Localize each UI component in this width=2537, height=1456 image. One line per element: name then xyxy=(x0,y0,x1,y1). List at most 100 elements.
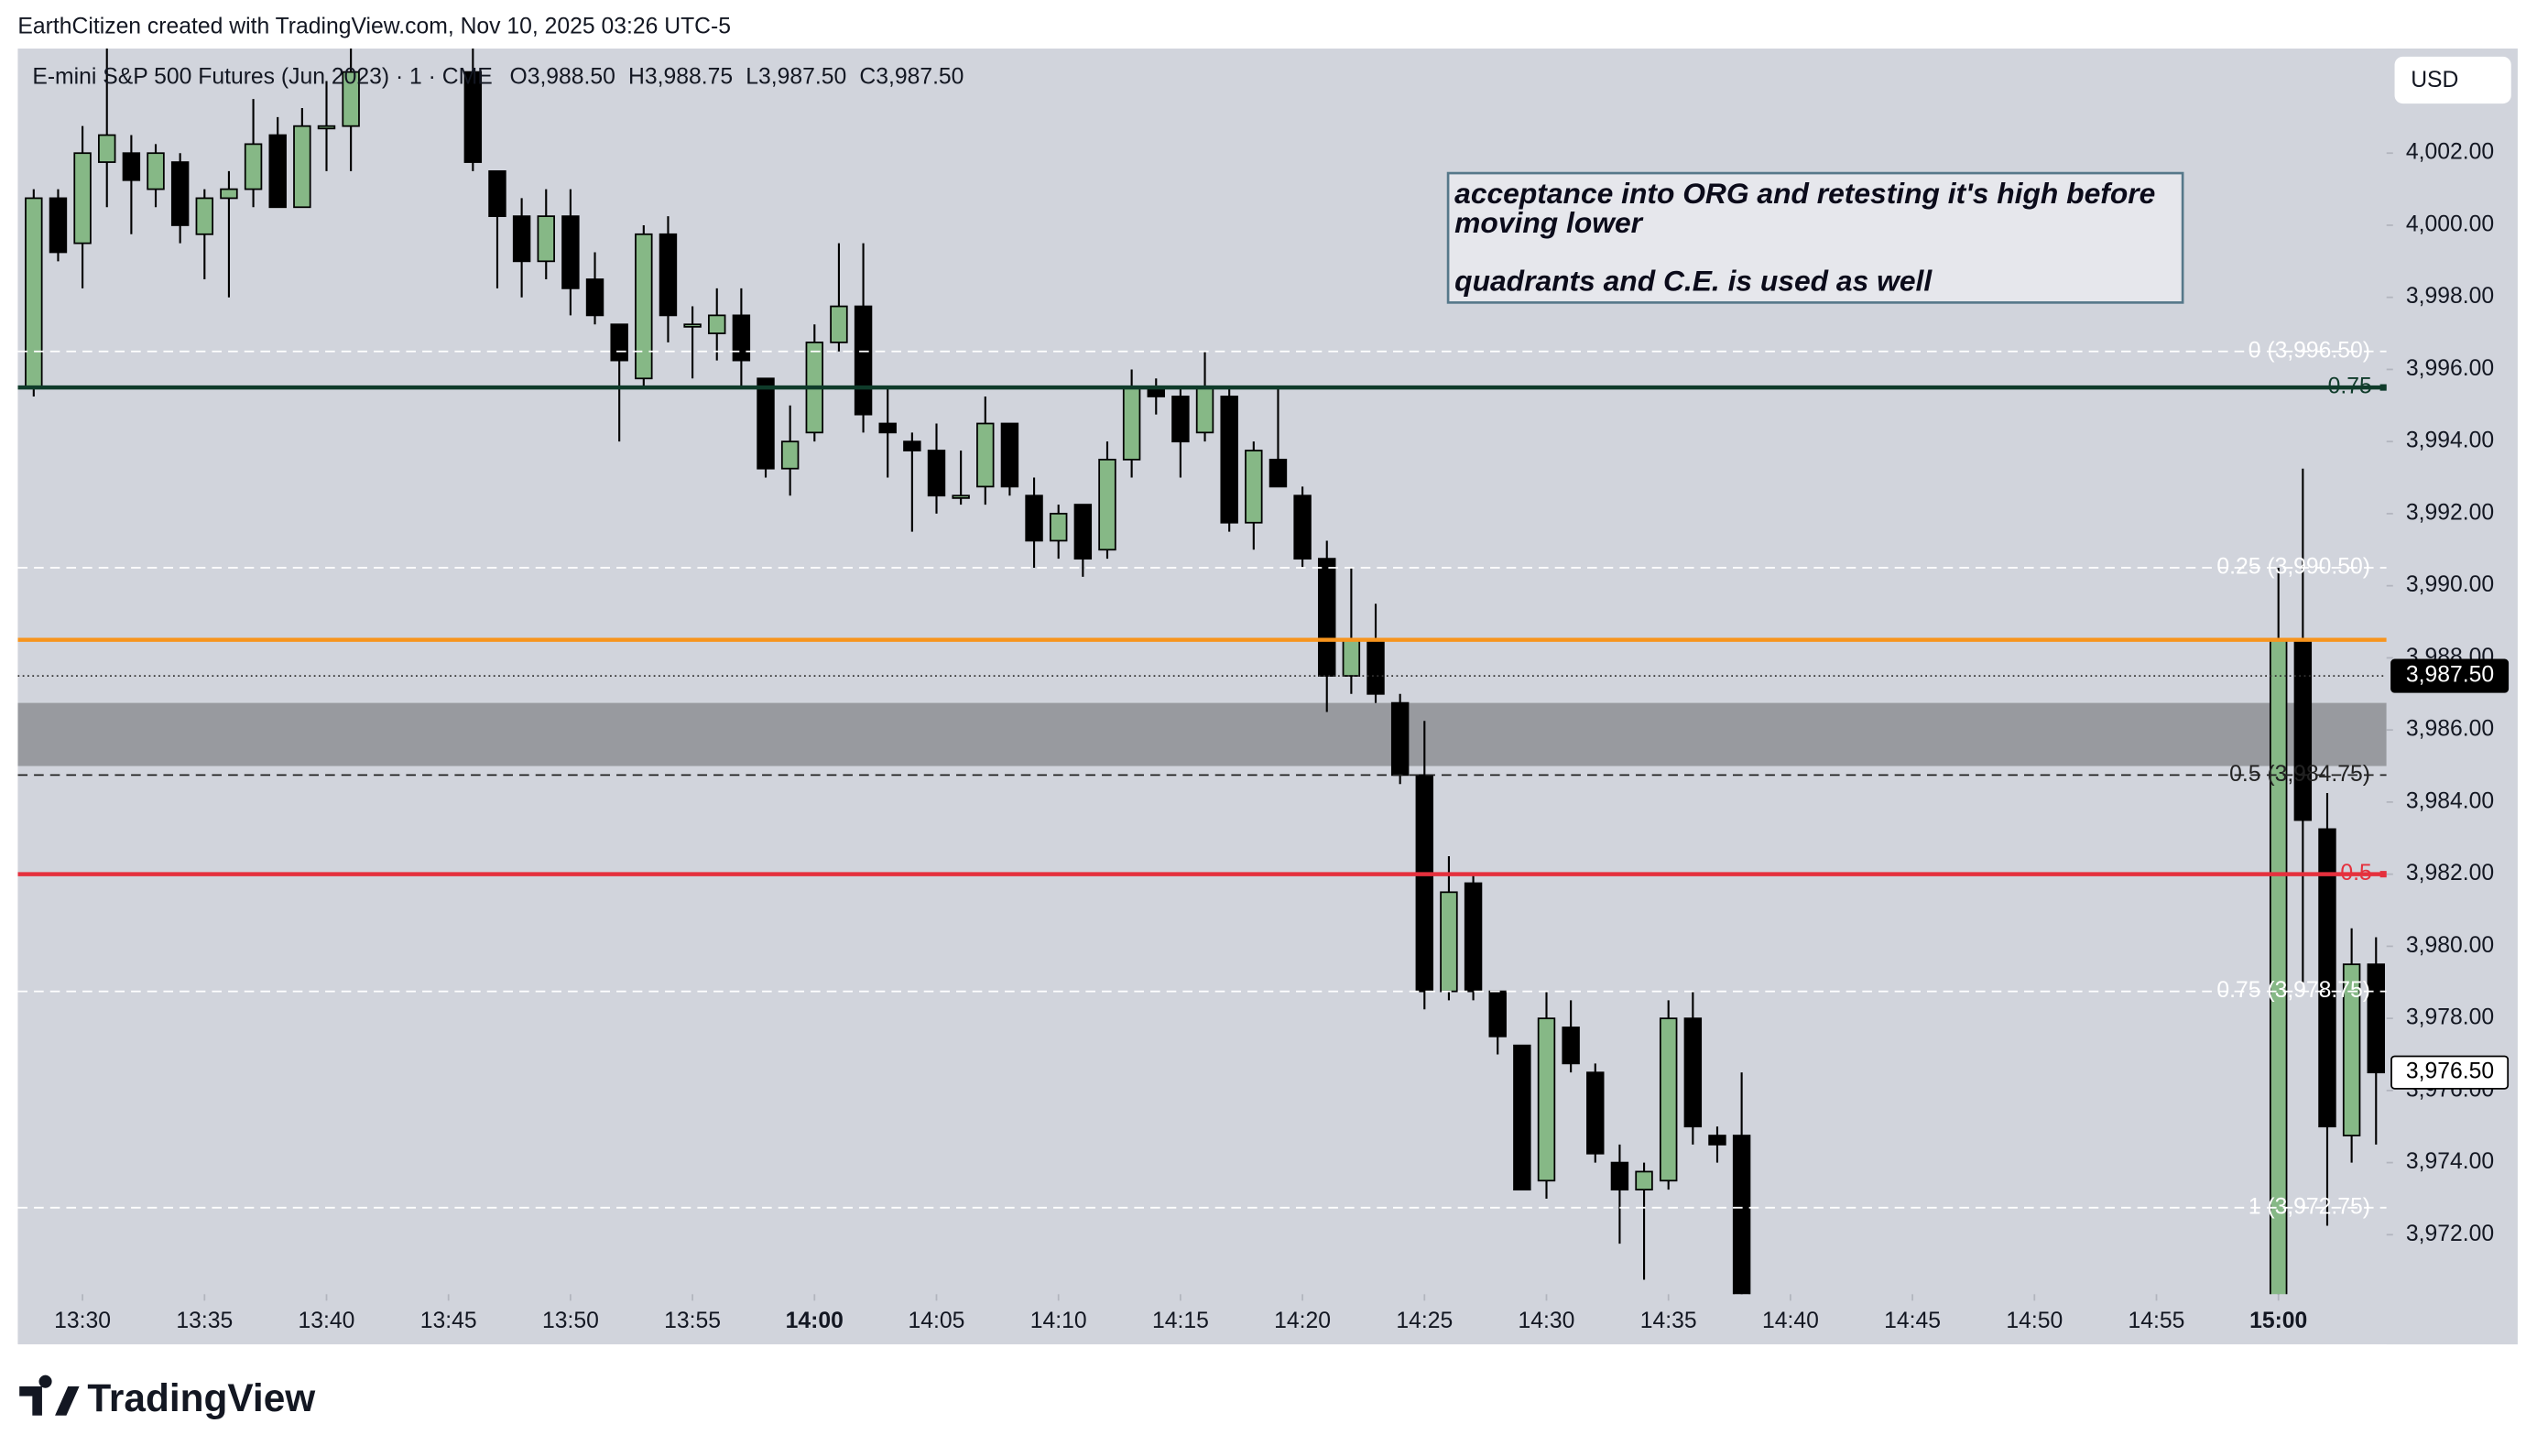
candle-body xyxy=(976,422,995,488)
candle-body xyxy=(25,197,43,389)
candle-body xyxy=(73,152,92,244)
ohlc-value: H3,988.75 xyxy=(628,64,733,89)
level-marker xyxy=(2379,384,2387,391)
candle-body xyxy=(1513,1044,1531,1191)
y-tick-label: 3,986.00 xyxy=(2406,717,2494,742)
candle-body xyxy=(2293,638,2313,821)
y-tick-label: 3,998.00 xyxy=(2406,284,2494,309)
x-tick-label: 14:20 xyxy=(1274,1309,1331,1333)
y-tick-label: 3,990.00 xyxy=(2406,572,2494,597)
x-tick-label: 14:45 xyxy=(1884,1309,1941,1333)
price-label-box xyxy=(2390,1055,2510,1090)
candle-body xyxy=(1171,396,1190,443)
x-tick-label: 14:25 xyxy=(1396,1309,1453,1333)
level-label: 0 (3,996.50) xyxy=(2248,338,2370,363)
y-tick-label: 3,978.00 xyxy=(2406,1005,2494,1030)
y-tick-label: 3,994.00 xyxy=(2406,429,2494,453)
y-tick-label: 3,984.00 xyxy=(2406,788,2494,813)
symbol: E-mini S&P 500 Futures (Jun 2023) · 1 · … xyxy=(32,64,492,89)
x-tick-label: 14:15 xyxy=(1152,1309,1209,1333)
x-tick-label: 14:05 xyxy=(909,1309,965,1333)
x-tick-label: 13:55 xyxy=(664,1309,721,1333)
candle-body xyxy=(317,125,336,130)
candle-body xyxy=(683,323,702,328)
candle-body xyxy=(1683,1017,1703,1128)
candle-body xyxy=(1537,1017,1556,1182)
candle-body xyxy=(1073,504,1093,560)
candle-body xyxy=(1318,558,1336,677)
candle-body xyxy=(342,71,360,127)
candle-body xyxy=(952,494,970,499)
ohlc-value: O3,988.50 xyxy=(509,64,615,89)
candle-body xyxy=(1025,494,1043,542)
y-tick-label: 3,992.00 xyxy=(2406,500,2494,525)
currency[interactable]: USD xyxy=(2411,68,2458,92)
x-tick-label: 14:00 xyxy=(786,1309,844,1333)
y-tick-label: 3,974.00 xyxy=(2406,1149,2494,1174)
x-tick-label: 13:50 xyxy=(542,1309,599,1333)
candle-body xyxy=(854,305,873,416)
level-label: 0.75 (3,978.75) xyxy=(2216,978,2370,1003)
candle-body xyxy=(463,71,483,163)
candle-body xyxy=(903,440,921,451)
candle-body xyxy=(122,152,141,181)
candle-body xyxy=(708,314,726,334)
x-tick-label: 14:40 xyxy=(1762,1309,1819,1333)
x-tick-label: 14:30 xyxy=(1519,1309,1575,1333)
candle-body xyxy=(1610,1161,1629,1191)
candle-body xyxy=(1586,1071,1605,1155)
candle-body xyxy=(1635,1170,1653,1191)
x-tick-label: 13:40 xyxy=(299,1309,355,1333)
plot xyxy=(17,49,2387,1295)
annotation-box xyxy=(1446,171,2184,304)
y-tick-label: 4,000.00 xyxy=(2406,212,2494,236)
x-tick-label: 14:35 xyxy=(1640,1309,1697,1333)
candle-body xyxy=(1562,1027,1580,1065)
candle-body xyxy=(195,197,214,235)
candle-body xyxy=(1488,990,1507,1038)
level-label: 0.5 xyxy=(2340,861,2371,886)
y-tick-label: 3,982.00 xyxy=(2406,861,2494,886)
ohlc-value: C3,987.50 xyxy=(859,64,964,89)
price-label-box xyxy=(2390,658,2510,693)
price-label: 3,976.50 xyxy=(2406,1059,2494,1084)
candle-body xyxy=(1342,638,1361,677)
y-tick-label: 3,972.00 xyxy=(2406,1222,2494,1246)
y-tick-label: 4,002.00 xyxy=(2406,140,2494,165)
candle-body xyxy=(2318,828,2336,1128)
candle-body xyxy=(1220,396,1238,524)
candle-body xyxy=(170,161,190,226)
candle-body xyxy=(780,440,800,470)
candle-body xyxy=(268,134,287,209)
candle-body xyxy=(1366,638,1385,695)
header: EarthCitizen created with TradingView.co… xyxy=(17,15,731,39)
candle-body xyxy=(1245,450,1263,524)
candle-body xyxy=(1732,1135,1751,1295)
candle-body xyxy=(98,134,116,163)
candle-body xyxy=(1390,701,1410,777)
x-tick-label: 13:30 xyxy=(54,1309,111,1333)
price-label: 3,987.50 xyxy=(2406,663,2494,688)
x-tick-label: 14:55 xyxy=(2129,1309,2185,1333)
candle-body xyxy=(1293,494,1312,560)
candle-body xyxy=(1098,458,1116,551)
candle-body xyxy=(512,215,531,263)
level-label: 0.5 (3,984.75) xyxy=(2229,762,2370,787)
x-tick-label: 14:50 xyxy=(2006,1309,2063,1333)
currency-button[interactable] xyxy=(2394,56,2511,104)
ohlc-value: L3,987.50 xyxy=(746,64,846,89)
level-label: 0.25 (3,990.50) xyxy=(2216,555,2370,580)
candle-body xyxy=(561,215,580,289)
candle-body xyxy=(732,314,751,362)
price-axis xyxy=(2386,49,2518,1345)
y-tick-label: 3,996.00 xyxy=(2406,356,2494,381)
candle-body xyxy=(147,152,165,190)
annotation: quadrants and C.E. is used as well xyxy=(1454,265,1933,298)
annotation: acceptance into ORG and retesting it's h… xyxy=(1454,177,2155,210)
brand: TradingView xyxy=(87,1376,316,1419)
logo: TradingView xyxy=(19,1375,316,1419)
candle-body xyxy=(537,215,555,263)
candle-body xyxy=(610,323,628,362)
